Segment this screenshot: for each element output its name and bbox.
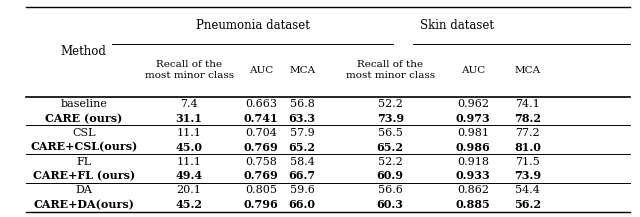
Text: 0.796: 0.796 (244, 199, 278, 210)
Text: 11.1: 11.1 (177, 156, 202, 166)
Text: 20.1: 20.1 (177, 185, 202, 195)
Text: 31.1: 31.1 (175, 113, 202, 124)
Text: 0.981: 0.981 (457, 128, 489, 138)
Text: 60.9: 60.9 (377, 170, 404, 181)
Text: 0.704: 0.704 (245, 128, 277, 138)
Text: 0.885: 0.885 (456, 199, 491, 210)
Text: 71.5: 71.5 (515, 156, 540, 166)
Text: 56.8: 56.8 (290, 99, 314, 109)
Text: Skin dataset: Skin dataset (420, 19, 494, 32)
Text: 45.0: 45.0 (175, 142, 203, 153)
Text: 0.962: 0.962 (457, 99, 489, 109)
Text: 65.2: 65.2 (377, 142, 404, 153)
Text: 0.862: 0.862 (457, 185, 489, 195)
Text: 56.2: 56.2 (514, 199, 541, 210)
Text: MCA: MCA (289, 66, 315, 75)
Text: 0.805: 0.805 (245, 185, 277, 195)
Text: 0.769: 0.769 (244, 142, 278, 153)
Text: 73.9: 73.9 (514, 170, 541, 181)
Text: AUC: AUC (249, 66, 273, 75)
Text: CARE+FL (ours): CARE+FL (ours) (33, 170, 135, 181)
Text: 78.2: 78.2 (514, 113, 541, 124)
Text: 0.933: 0.933 (456, 170, 491, 181)
Text: CARE (ours): CARE (ours) (45, 113, 122, 124)
Text: 66.0: 66.0 (289, 199, 316, 210)
Text: 77.2: 77.2 (515, 128, 540, 138)
Text: MCA: MCA (515, 66, 541, 75)
Text: 66.7: 66.7 (289, 170, 316, 181)
Text: 0.663: 0.663 (245, 99, 277, 109)
Text: 56.6: 56.6 (378, 185, 403, 195)
Text: 0.986: 0.986 (456, 142, 491, 153)
Text: 65.2: 65.2 (289, 142, 316, 153)
Text: CARE+CSL(ours): CARE+CSL(ours) (30, 142, 138, 153)
Text: 49.4: 49.4 (175, 170, 203, 181)
Text: FL: FL (76, 156, 92, 166)
Text: 45.2: 45.2 (175, 199, 203, 210)
Text: 0.758: 0.758 (245, 156, 277, 166)
Text: 0.918: 0.918 (457, 156, 489, 166)
Text: 11.1: 11.1 (177, 128, 202, 138)
Text: DA: DA (76, 185, 92, 195)
Text: 52.2: 52.2 (378, 156, 403, 166)
Text: AUC: AUC (461, 66, 485, 75)
Text: 0.769: 0.769 (244, 170, 278, 181)
Text: Recall of the
most minor class: Recall of the most minor class (145, 60, 234, 80)
Text: CARE+DA(ours): CARE+DA(ours) (33, 199, 134, 210)
Text: baseline: baseline (60, 99, 107, 109)
Text: 59.6: 59.6 (290, 185, 314, 195)
Text: 0.741: 0.741 (244, 113, 278, 124)
Text: Method: Method (61, 45, 107, 58)
Text: 63.3: 63.3 (289, 113, 316, 124)
Text: Pneumonia dataset: Pneumonia dataset (196, 19, 310, 32)
Text: 74.1: 74.1 (515, 99, 540, 109)
Text: CSL: CSL (72, 128, 95, 138)
Text: Recall of the
most minor class: Recall of the most minor class (346, 60, 435, 80)
Text: 52.2: 52.2 (378, 99, 403, 109)
Text: 56.5: 56.5 (378, 128, 403, 138)
Text: 57.9: 57.9 (290, 128, 314, 138)
Text: 81.0: 81.0 (514, 142, 541, 153)
Text: 60.3: 60.3 (377, 199, 404, 210)
Text: 54.4: 54.4 (515, 185, 540, 195)
Text: 0.973: 0.973 (456, 113, 491, 124)
Text: 7.4: 7.4 (180, 99, 198, 109)
Text: 73.9: 73.9 (377, 113, 404, 124)
Text: 58.4: 58.4 (290, 156, 314, 166)
